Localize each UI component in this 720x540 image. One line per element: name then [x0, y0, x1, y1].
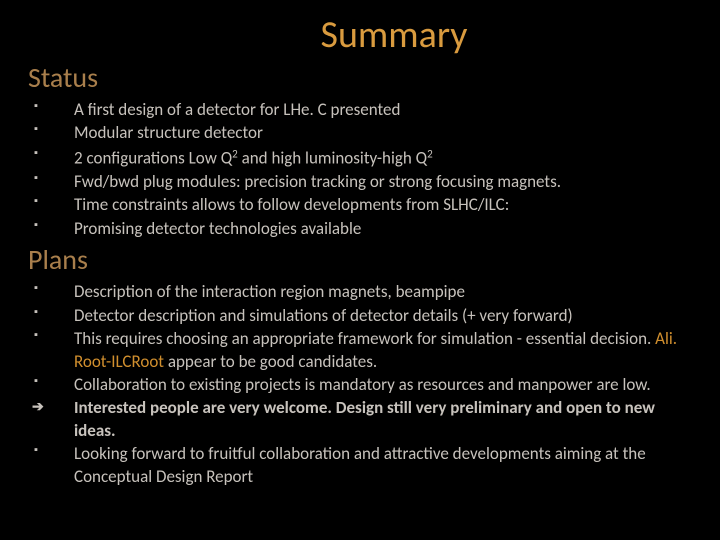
slide-title: Summary: [88, 12, 700, 58]
section-status: Status A first design of a detector for …: [28, 60, 700, 240]
bullet-item: Interested people are very welcome. Desi…: [28, 397, 700, 442]
text-fragment: Fwd/bwd plug modules: precision tracking…: [74, 171, 561, 192]
text-fragment: 2: [427, 148, 433, 169]
bullet-item: Time constraints allows to follow develo…: [28, 194, 700, 216]
text-fragment: Detector description and simulations of …: [74, 305, 573, 326]
text-fragment: Collaboration to existing projects is ma…: [74, 374, 651, 395]
text-fragment: 2 configurations Low Q: [74, 148, 232, 169]
bullet-item: Fwd/bwd plug modules: precision tracking…: [28, 171, 700, 193]
text-fragment: Description of the interaction region ma…: [74, 281, 465, 302]
status-bullet-list: A first design of a detector for LHe. C …: [28, 99, 700, 240]
section-heading-status: Status: [28, 60, 700, 95]
section-plans: Plans Description of the interaction reg…: [28, 242, 700, 488]
bullet-item: Promising detector technologies availabl…: [28, 218, 700, 240]
text-fragment: Looking forward to fruitful collaboratio…: [74, 443, 646, 486]
bullet-item: Looking forward to fruitful collaboratio…: [28, 443, 700, 488]
text-fragment: Modular structure detector: [74, 122, 263, 143]
bullet-item: Detector description and simulations of …: [28, 305, 700, 327]
bullet-item: Modular structure detector: [28, 122, 700, 144]
section-heading-plans: Plans: [28, 242, 700, 277]
bullet-item: 2 configurations Low Q 2 and high luminos…: [28, 146, 700, 170]
text-fragment: Time constraints allows to follow develo…: [74, 194, 509, 215]
plans-bullet-list: Description of the interaction region ma…: [28, 281, 700, 488]
text-fragment: Interested people are very welcome. Desi…: [74, 397, 655, 440]
text-fragment: This requires choosing an appropriate fr…: [74, 328, 655, 349]
bullet-item: Collaboration to existing projects is ma…: [28, 374, 700, 396]
text-fragment: A first design of a detector for LHe. C …: [74, 99, 400, 120]
bullet-item: This requires choosing an appropriate fr…: [28, 328, 700, 373]
text-fragment: and high luminosity-high Q: [238, 148, 427, 169]
text-fragment: appear to be good candidates.: [164, 351, 377, 372]
bullet-item: A first design of a detector for LHe. C …: [28, 99, 700, 121]
text-fragment: Promising detector technologies availabl…: [74, 218, 361, 239]
bullet-item: Description of the interaction region ma…: [28, 281, 700, 303]
